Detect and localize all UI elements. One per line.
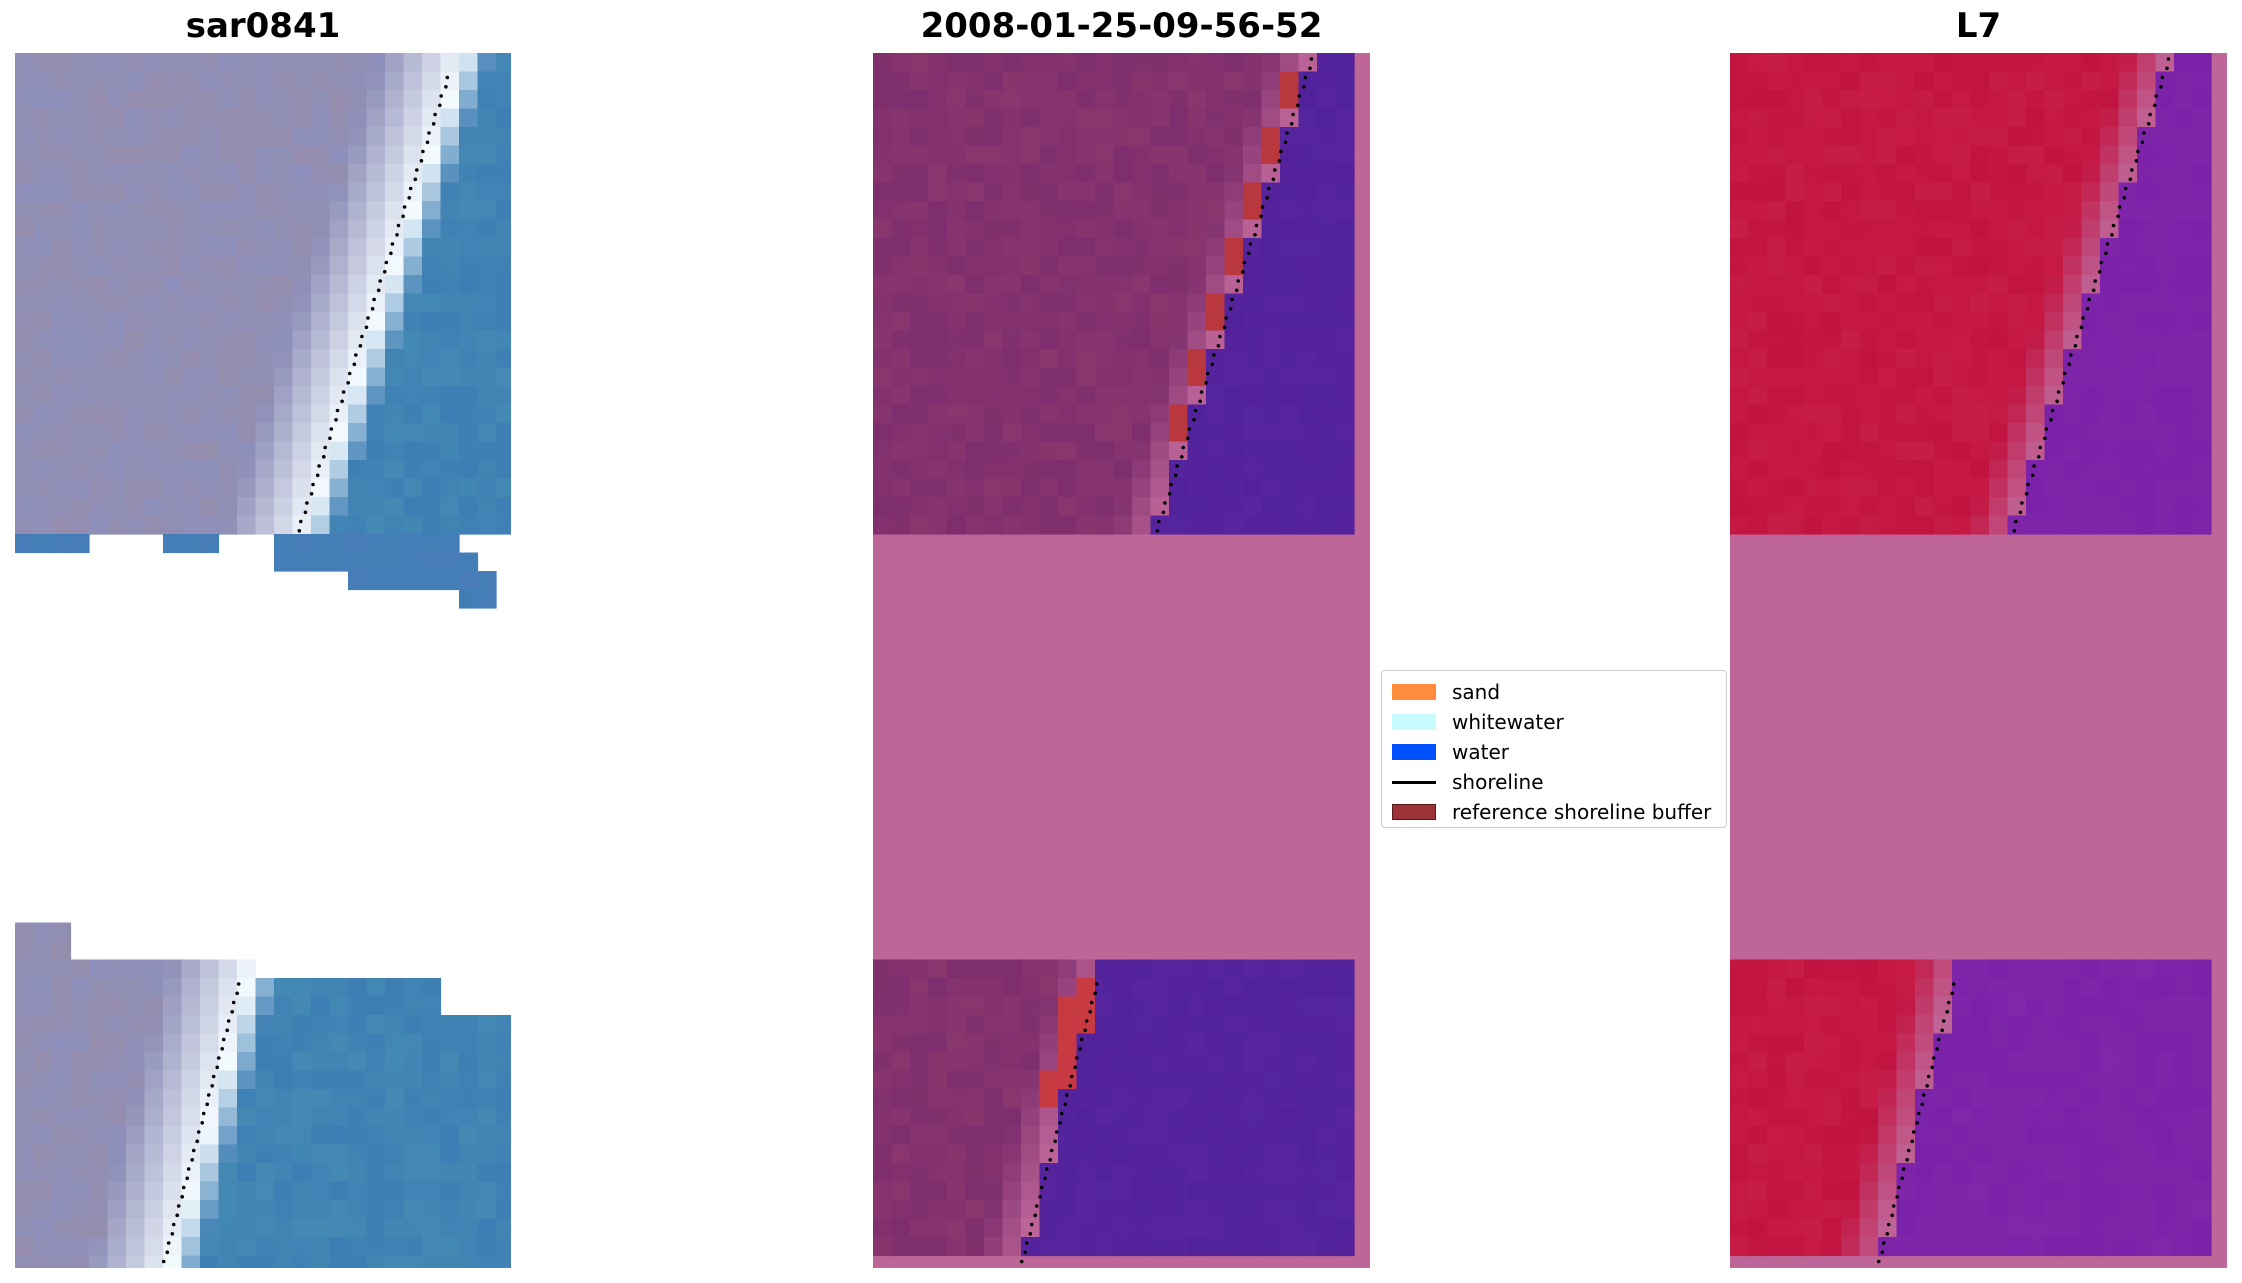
- buffer-swatch: [1392, 804, 1436, 820]
- sand-swatch: [1392, 684, 1436, 700]
- legend-label: reference shoreline buffer: [1452, 800, 1712, 824]
- rgb-satellite-image: [15, 53, 511, 1268]
- legend-label: shoreline: [1452, 770, 1544, 794]
- panel-title-index: L7: [1955, 6, 2002, 46]
- legend-label: sand: [1452, 680, 1501, 704]
- legend-item-water: water: [1392, 737, 1716, 767]
- classified-image: [873, 53, 1370, 1268]
- legend: sand whitewater water shoreline referenc…: [1381, 670, 1727, 828]
- legend-item-reference-shoreline-buffer: reference shoreline buffer: [1392, 797, 1716, 827]
- shoreline-dots: [1876, 57, 2171, 1264]
- whitewater-swatch: [1392, 714, 1436, 730]
- rgb-image-panel: [15, 53, 511, 1268]
- legend-item-whitewater: whitewater: [1392, 707, 1716, 737]
- legend-label: water: [1452, 740, 1509, 764]
- water-swatch: [1392, 744, 1436, 760]
- panel-title-classified: 2008-01-25-09-56-52: [920, 6, 1323, 46]
- index-image-panel: [1730, 53, 2227, 1268]
- legend-item-sand: sand: [1392, 677, 1716, 707]
- shoreline-dots: [1019, 57, 1314, 1264]
- legend-label: whitewater: [1452, 710, 1564, 734]
- panel-title-rgb: sar0841: [185, 6, 341, 46]
- shoreline-dots: [161, 75, 450, 1264]
- legend-item-shoreline: shoreline: [1392, 767, 1716, 797]
- water-index-image: [1730, 53, 2227, 1268]
- shoreline-line-swatch: [1392, 780, 1436, 784]
- classified-image-panel: [873, 53, 1370, 1268]
